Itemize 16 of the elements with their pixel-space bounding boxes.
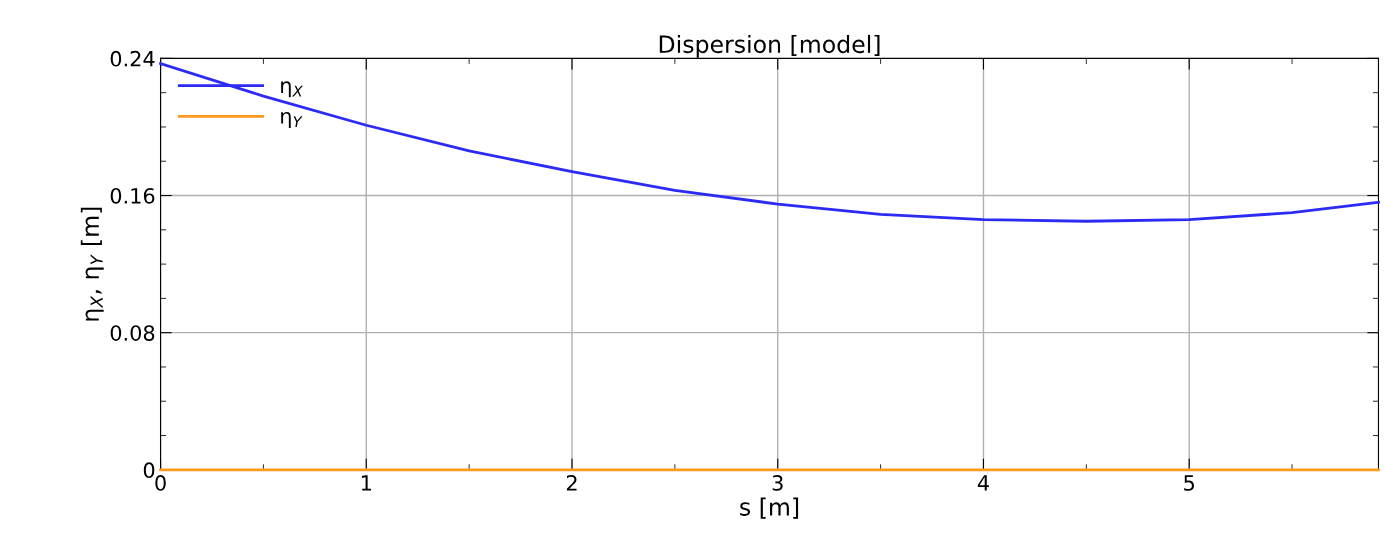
x-tick-label: 1: [361, 475, 371, 491]
x-tick-label: 5: [1184, 475, 1194, 491]
x-tick-label: 2: [566, 475, 577, 491]
line-series: [159, 62, 1380, 223]
x-axis-title: s [m]: [740, 497, 799, 519]
legend-label: η$_{X}$: [281, 81, 303, 98]
y-tick-label: 0: [143, 462, 155, 479]
x-tick-label: 0: [155, 475, 166, 491]
legend-label: η$_{Y}$: [281, 111, 303, 128]
y-tick-label: 0.08: [110, 325, 155, 341]
y-axis-title: η$_{X}$, η$_{Y}$ [m]: [80, 207, 104, 321]
x-tick-label: 3: [772, 475, 783, 491]
y-tick-label: 0.24: [110, 50, 155, 67]
chart-title: Dispersion [model]: [659, 34, 880, 58]
x-tick-label: 4: [977, 475, 989, 491]
y-tick-label: 0.16: [110, 187, 155, 204]
